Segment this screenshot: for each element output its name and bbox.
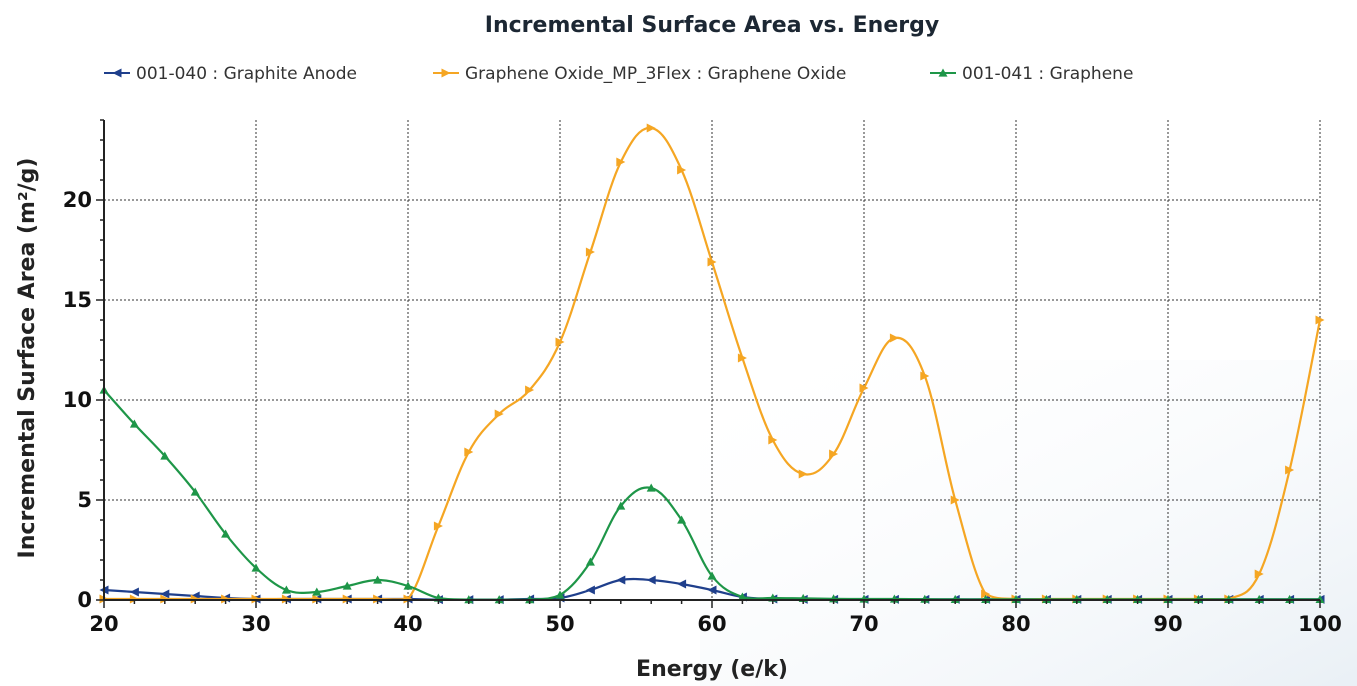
series-marker	[433, 521, 443, 531]
legend-label: 001-041 : Graphene	[962, 64, 1133, 84]
y-axis-label: Incremental Surface Area (m²/g)	[15, 158, 40, 559]
series-marker	[190, 487, 200, 496]
series-marker	[1254, 569, 1264, 579]
series-marker	[677, 165, 687, 175]
series-marker	[646, 123, 656, 133]
x-tick-label: 50	[545, 612, 574, 636]
series-marker	[981, 589, 991, 599]
series-marker	[950, 495, 960, 505]
legend-item: 001-040 : Graphite Anode	[104, 64, 357, 84]
y-tick-label: 0	[77, 588, 92, 612]
series-marker	[585, 247, 595, 257]
series-marker	[494, 409, 504, 419]
x-axis-label: Energy (e/k)	[636, 657, 788, 682]
series-marker	[707, 571, 717, 580]
x-tick-label: 20	[89, 612, 118, 636]
legend: 001-040 : Graphite Anode Graphene Oxide_M…	[104, 64, 1133, 84]
series-marker	[707, 257, 717, 267]
series-marker	[1315, 315, 1325, 325]
y-tick-label: 15	[63, 288, 92, 312]
x-tick-label: 70	[849, 612, 878, 636]
series-marker	[403, 581, 413, 590]
series-marker	[707, 585, 717, 595]
series-marker	[616, 157, 626, 167]
series-marker	[859, 383, 869, 393]
x-tick-label: 90	[1153, 612, 1182, 636]
series-marker	[525, 385, 535, 395]
series-marker	[1285, 465, 1295, 475]
series-marker	[342, 581, 352, 590]
series-marker	[829, 449, 839, 459]
series-marker	[737, 592, 747, 601]
legend-label: 001-040 : Graphite Anode	[136, 64, 357, 84]
series-marker	[616, 575, 626, 585]
series-marker	[160, 589, 170, 599]
grid	[104, 120, 1321, 600]
series-marker	[768, 435, 778, 445]
series-marker	[251, 563, 261, 572]
series-marker	[920, 371, 930, 381]
y-tick-label: 20	[63, 188, 92, 212]
series-marker	[373, 575, 383, 584]
series-marker	[221, 529, 231, 538]
series-marker	[585, 557, 595, 566]
x-tick-label: 30	[241, 612, 270, 636]
series-marker	[938, 68, 948, 77]
series-marker	[555, 590, 565, 599]
x-tick-label: 60	[697, 612, 726, 636]
x-tick-label: 100	[1298, 612, 1342, 636]
series-marker	[441, 68, 451, 78]
chart-title: Incremental Surface Area vs. Energy	[485, 13, 939, 38]
series-marker	[129, 419, 139, 428]
series-marker	[889, 333, 899, 343]
series-marker	[160, 451, 170, 460]
y-tick-label: 5	[77, 488, 92, 512]
series-marker	[112, 68, 122, 78]
x-tick-label: 40	[393, 612, 422, 636]
background-decoration	[700, 360, 1357, 686]
series-marker	[737, 353, 747, 363]
series-marker	[281, 585, 291, 594]
series-marker	[464, 447, 474, 457]
x-tick-label: 80	[1001, 612, 1030, 636]
y-tick-label: 10	[63, 388, 92, 412]
axes: 20 30 40 50 60 70 80 90 100 0 5 10 15 20	[63, 119, 1342, 636]
legend-item: 001-041 : Graphene	[930, 64, 1133, 84]
series-marker	[677, 515, 687, 524]
series-marker	[585, 585, 595, 595]
series-marker	[616, 501, 626, 510]
series-marker	[555, 337, 565, 347]
series-marker	[129, 587, 139, 597]
series-marker	[312, 587, 322, 596]
series-marker	[646, 575, 656, 585]
series-marker	[677, 579, 687, 589]
series-marker	[798, 469, 808, 479]
series-marker	[646, 483, 656, 492]
legend-item: Graphene Oxide_MP_3Flex : Graphene Oxide	[433, 64, 846, 84]
legend-label: Graphene Oxide_MP_3Flex : Graphene Oxide	[465, 64, 846, 84]
